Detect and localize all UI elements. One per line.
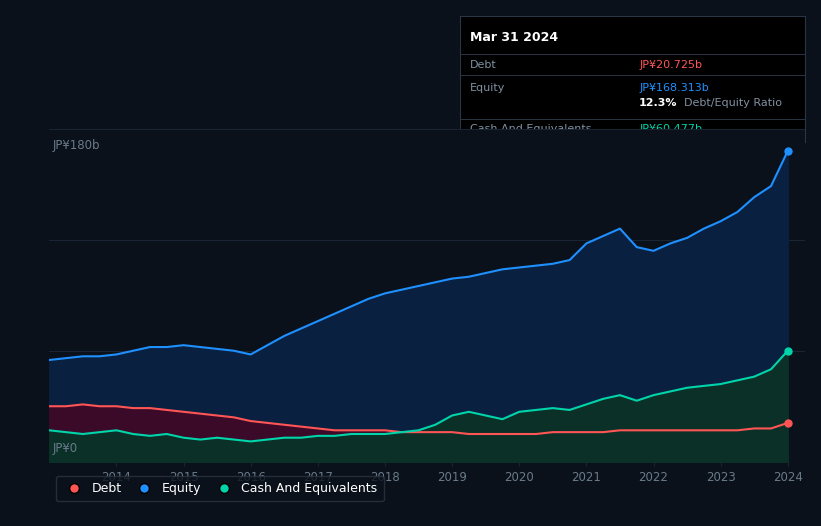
Text: 12.3%: 12.3% xyxy=(639,98,677,108)
Text: Debt: Debt xyxy=(470,60,497,70)
Text: Debt/Equity Ratio: Debt/Equity Ratio xyxy=(684,98,782,108)
Text: JP¥20.725b: JP¥20.725b xyxy=(639,60,702,70)
Legend: Debt, Equity, Cash And Equivalents: Debt, Equity, Cash And Equivalents xyxy=(56,476,383,501)
Text: Cash And Equivalents: Cash And Equivalents xyxy=(470,124,592,135)
Text: JP¥60.477b: JP¥60.477b xyxy=(639,124,702,135)
Text: JP¥180b: JP¥180b xyxy=(53,139,100,151)
Text: JP¥168.313b: JP¥168.313b xyxy=(639,83,709,93)
Text: Mar 31 2024: Mar 31 2024 xyxy=(470,31,558,44)
Text: JP¥0: JP¥0 xyxy=(53,442,78,455)
Text: Equity: Equity xyxy=(470,83,506,93)
